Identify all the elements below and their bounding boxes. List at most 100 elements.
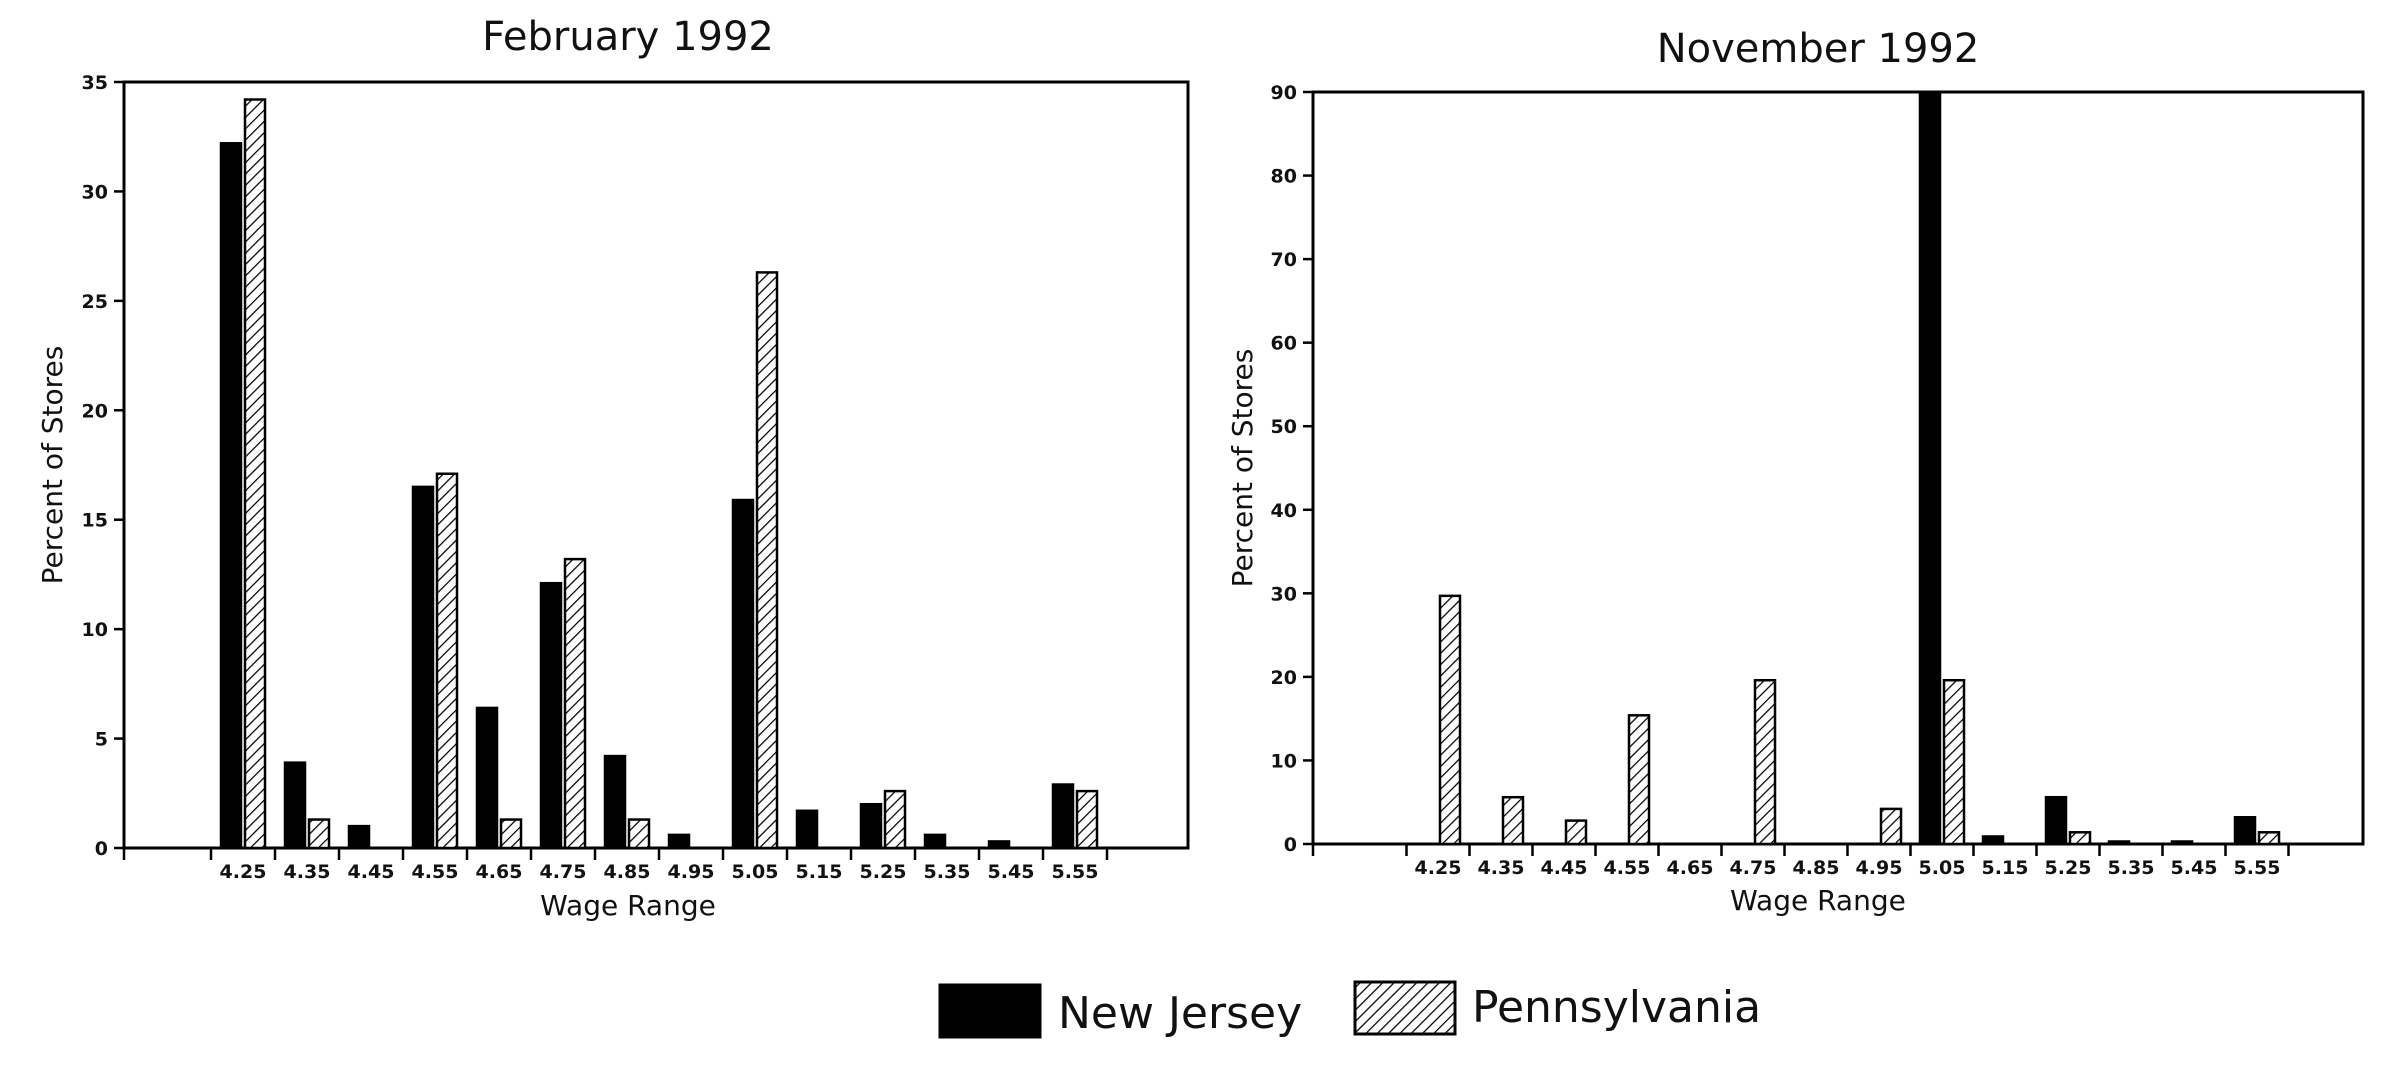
legend-label-new-jersey: New Jersey [1058,988,1302,1039]
x-tick-label: 4.25 [220,861,267,883]
bar-new-jersey-5-25 [2044,795,2068,846]
x-tick-label: 4.45 [348,861,395,883]
bar-new-jersey-5-35 [923,833,947,850]
bar-pennsylvania-4-25 [1438,594,1462,846]
bar-new-jersey-5-05 [731,498,755,850]
y-tick-label: 40 [1271,500,1297,522]
x-tick-label: 4.95 [668,861,715,883]
bar-pennsylvania-4-95 [1879,807,1903,846]
bar-pennsylvania-4-35 [307,818,331,850]
bar-new-jersey-4-65 [475,706,499,850]
y-tick-label: 10 [1271,750,1297,772]
legend-label-pennsylvania: Pennsylvania [1472,982,1761,1033]
bar-new-jersey-5-05 [1918,90,1942,846]
bar-new-jersey-5-55 [2233,816,2257,846]
y-tick-label: 10 [82,619,108,641]
bar-new-jersey-4-75 [539,581,563,850]
x-tick-label: 4.55 [1604,857,1651,879]
legend-swatch-pennsylvania [1353,980,1457,1036]
bar-pennsylvania-4-25 [243,98,267,850]
bar-pennsylvania-4-55 [435,472,459,850]
y-axis-label: Percent of Stores [36,346,69,585]
x-tick-label: 5.15 [796,861,843,883]
y-tick-label: 20 [82,400,108,422]
bar-pennsylvania-4-65 [499,818,523,850]
chart-title: February 1992 [482,14,774,60]
x-ticks: 4.25 4.35 4.45 4.55 4.65 4.75 4.85 4.95 5.05 5.15… [1311,844,2290,879]
bars [219,98,1099,850]
bar-new-jersey-5-15 [1981,835,2005,846]
x-tick-label: 4.75 [1730,857,1777,879]
y-tick-label: 70 [1271,249,1297,271]
bars [1438,90,2281,846]
bar-new-jersey-4-55 [411,485,435,850]
x-tick-label: 4.85 [1793,857,1840,879]
plot-frame [1311,90,2365,846]
y-axis-label: Percent of Stores [1226,349,1259,588]
legend-swatch-new-jersey [938,983,1042,1039]
y-tick-label: 80 [1271,166,1297,188]
y-tick-label: 30 [1271,583,1297,605]
bar-pennsylvania-4-85 [627,818,651,850]
x-tick-label: 4.55 [412,861,459,883]
y-tick-label: 35 [82,72,108,94]
plot-frame [122,80,1190,850]
y-tick-label: 50 [1271,416,1297,438]
chart-february-1992: February 1992 Percent of Stores Wage Ran… [36,14,1190,922]
bar-pennsylvania-5-25 [2068,831,2092,846]
x-tick-label: 5.25 [860,861,907,883]
x-tick-label: 4.65 [1667,857,1714,879]
bar-new-jersey-5-45 [987,840,1011,850]
bar-new-jersey-4-35 [283,761,307,850]
y-ticks: 0 10 20 30 40 50 60 70 80 90 [1271,82,1313,856]
x-tick-label: 4.35 [284,861,331,883]
y-tick-label: 90 [1271,82,1297,104]
x-tick-label: 4.65 [476,861,523,883]
y-ticks: 0 5 10 15 20 25 30 35 [82,72,124,860]
x-tick-label: 5.15 [1982,857,2029,879]
bar-new-jersey-5-25 [859,802,883,850]
bar-new-jersey-4-95 [667,833,691,850]
bar-new-jersey-5-15 [795,809,819,850]
x-ticks: 4.25 4.35 4.45 4.55 4.65 4.75 4.85 4.95 5.05 5.15… [122,848,1109,883]
x-axis-label: Wage Range [1730,884,1906,917]
x-tick-label: 5.45 [988,861,1035,883]
x-tick-label: 5.55 [2234,857,2281,879]
bar-new-jersey-5-55 [1051,783,1075,850]
bar-pennsylvania-4-55 [1627,714,1651,846]
chart-november-1992: November 1992 Percent of Stores Wage Ran… [1226,26,2365,917]
bar-new-jersey-4-45 [347,824,371,850]
x-tick-label: 5.35 [924,861,971,883]
x-tick-label: 4.35 [1478,857,1525,879]
bar-pennsylvania-5-05 [755,271,779,850]
bar-pennsylvania-5-55 [1075,789,1099,850]
legend: New Jersey Pennsylvania [938,980,1761,1039]
x-tick-label: 4.45 [1541,857,1588,879]
bar-pennsylvania-4-35 [1501,795,1525,846]
bar-pennsylvania-4-75 [1753,678,1777,846]
bar-new-jersey-5-45 [2170,840,2194,846]
bar-pennsylvania-4-75 [563,557,587,850]
x-tick-label: 4.95 [1856,857,1903,879]
x-tick-label: 5.35 [2108,857,2155,879]
y-tick-label: 20 [1271,667,1297,689]
bar-pennsylvania-5-05 [1942,678,1966,846]
y-tick-label: 30 [82,181,108,203]
x-tick-label: 4.25 [1415,857,1462,879]
x-tick-label: 4.75 [540,861,587,883]
x-tick-label: 5.05 [1919,857,1966,879]
bar-new-jersey-4-25 [219,142,243,850]
y-tick-label: 60 [1271,333,1297,355]
chart-title: November 1992 [1657,26,1980,72]
bar-new-jersey-4-85 [603,754,627,850]
x-tick-label: 5.45 [2171,857,2218,879]
bar-pennsylvania-4-45 [1564,819,1588,846]
x-tick-label: 5.55 [1052,861,1099,883]
x-tick-label: 5.25 [2045,857,2092,879]
y-tick-label: 5 [95,729,108,751]
x-tick-label: 5.05 [732,861,779,883]
y-tick-label: 0 [95,838,108,860]
bar-new-jersey-5-35 [2107,840,2131,846]
